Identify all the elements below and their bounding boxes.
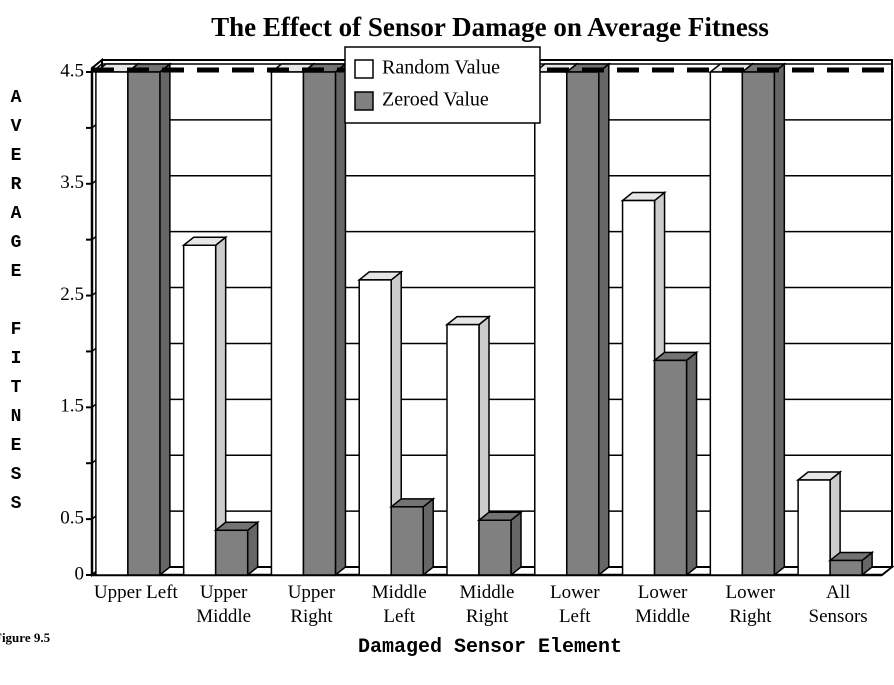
bar [358, 279, 392, 576]
x-tick-label: Upper Middle [196, 582, 252, 627]
bar-side [510, 510, 522, 577]
bar-side [334, 62, 347, 577]
bar [270, 71, 305, 576]
y-axis-label: AVERAGE FITNESS [6, 88, 26, 523]
bar [566, 71, 600, 576]
bar-side [422, 497, 434, 577]
bar [446, 323, 480, 576]
legend-swatch [354, 59, 374, 79]
x-tick-label: Lower Left [549, 582, 600, 627]
bar-side [246, 520, 259, 577]
bar [709, 71, 744, 576]
x-tick-label: Lower Right [725, 582, 776, 627]
legend-label: Zeroed Value [382, 89, 489, 111]
y-tick-label: 3.5 [60, 172, 84, 193]
y-tick-label: 0.5 [60, 507, 84, 528]
bar [214, 529, 249, 576]
bar-side [159, 62, 171, 577]
bar-side [598, 62, 610, 577]
bar [741, 71, 776, 576]
y-tick-label: 4.5 [60, 60, 84, 81]
bar [797, 479, 831, 576]
x-tick-label: Upper Left [93, 582, 178, 603]
bar [829, 559, 863, 576]
bar-side [773, 62, 786, 577]
x-tick-label: Middle Left [371, 582, 427, 627]
legend-label: Random Value [382, 57, 500, 79]
figure-caption: Figure 9.5 [0, 630, 51, 645]
bar-side [685, 350, 698, 577]
bar [95, 71, 129, 576]
legend-box [344, 46, 541, 124]
bar [182, 244, 217, 576]
x-tick-label: Lower Middle [635, 582, 690, 627]
bar [478, 519, 512, 576]
bar [390, 506, 424, 576]
x-axis-label: Damaged Sensor Element [357, 636, 623, 659]
bar [621, 199, 656, 576]
chart-title: The Effect of Sensor Damage on Average F… [211, 12, 769, 42]
bar [534, 71, 568, 576]
bar [302, 71, 337, 576]
bar [653, 359, 688, 576]
legend-swatch [354, 91, 374, 111]
x-tick-label: Middle Right [459, 582, 515, 627]
x-tick-label: Upper Right [287, 582, 336, 627]
x-tick-label: All Sensors [808, 582, 868, 627]
bar [127, 71, 161, 576]
y-tick-label: 0 [75, 563, 85, 584]
y-tick-label: 1.5 [60, 396, 84, 417]
y-tick-label: 2.5 [60, 284, 84, 305]
